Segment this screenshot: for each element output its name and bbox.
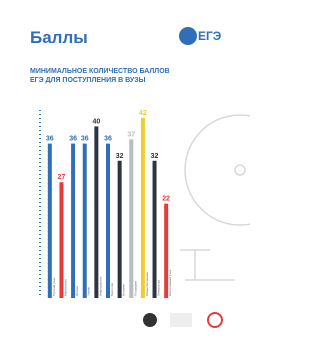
bar: [141, 118, 145, 298]
value-label: 27: [58, 174, 66, 181]
value-label: 40: [92, 118, 100, 125]
chart-title: МИНИМАЛЬНОЕ КОЛИЧЕСТВО БАЛЛОВ ЕГЭ ДЛЯ ПО…: [30, 68, 180, 85]
page-title: Баллы: [30, 28, 88, 47]
category-label: Информатика: [98, 276, 102, 296]
bar: [118, 161, 122, 298]
value-label: 37: [127, 131, 135, 138]
category-label: Математика: [63, 279, 67, 296]
category-label: Литература: [157, 280, 161, 296]
logo-text: ЕГЭ: [198, 29, 222, 43]
logo: ЕГЭ: [179, 27, 222, 45]
value-label: 36: [81, 136, 89, 143]
value-label: 36: [104, 136, 112, 143]
bar: [106, 144, 110, 298]
bar: [48, 144, 52, 298]
value-label: 32: [151, 153, 159, 160]
value-label: 36: [69, 136, 77, 143]
emblem: [143, 313, 157, 327]
category-label: Физика: [75, 286, 79, 296]
bar: [129, 139, 133, 298]
value-label: 22: [162, 196, 170, 203]
logo-circle: [179, 27, 197, 45]
bar: [94, 126, 98, 298]
bar: [83, 144, 87, 298]
value-label: 32: [116, 153, 124, 160]
bar: [71, 144, 75, 298]
category-label: История: [122, 284, 126, 296]
bar: [153, 161, 157, 298]
logo-box: [170, 313, 192, 327]
category-label: Химия: [87, 287, 91, 296]
category-label: Обществознание: [145, 272, 149, 296]
chart-title-box: МИНИМАЛЬНОЕ КОЛИЧЕСТВО БАЛЛОВ ЕГЭ ДЛЯ ПО…: [30, 68, 180, 108]
poster: Баллы ЕГЭ МИНИМАЛЬНОЕ КОЛИЧЕСТВО БАЛЛОВ …: [0, 0, 250, 348]
category-label: География: [133, 281, 137, 296]
category-label: Русский язык: [52, 277, 56, 296]
value-label: 36: [46, 136, 54, 143]
category-label: Иностранный язык: [168, 269, 172, 296]
value-label: 42: [139, 110, 147, 117]
category-label: Биология: [110, 283, 114, 296]
